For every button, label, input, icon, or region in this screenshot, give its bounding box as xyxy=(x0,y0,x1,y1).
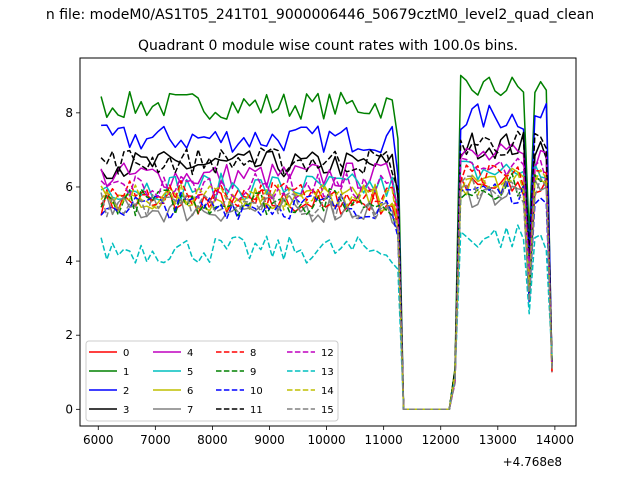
x-tick-label: 11000 xyxy=(365,433,403,447)
x-tick-label: 9000 xyxy=(254,433,285,447)
legend-label-4: 4 xyxy=(187,348,193,359)
y-axis: 0 2 4 6 8 xyxy=(65,106,80,416)
y-tick-label: 0 xyxy=(65,402,73,416)
legend-label-2: 2 xyxy=(123,386,129,397)
legend-label-0: 0 xyxy=(123,348,129,359)
legend-frame xyxy=(85,340,339,422)
series-line-10 xyxy=(100,179,553,411)
figure-suptitle: n file: modeM0/AS1T05_241T01_9000006446_… xyxy=(46,7,594,23)
legend-label-10: 10 xyxy=(250,386,263,397)
y-tick-label: 6 xyxy=(65,180,73,194)
legend-label-12: 12 xyxy=(321,348,334,359)
legend-label-9: 9 xyxy=(250,367,256,378)
series-line-15 xyxy=(100,175,553,411)
series-line-12 xyxy=(100,157,553,411)
series-layer xyxy=(100,74,553,411)
legend-label-8: 8 xyxy=(250,348,256,359)
x-tick-label: 12000 xyxy=(422,433,460,447)
x-offset-label: +4.768e8 xyxy=(503,455,562,469)
series-line-2 xyxy=(101,102,553,411)
x-tick-label: 7000 xyxy=(140,433,171,447)
series-line-4 xyxy=(100,143,553,411)
legend-label-6: 6 xyxy=(187,386,193,397)
legend-label-3: 3 xyxy=(123,405,129,416)
y-tick-label: 2 xyxy=(65,328,73,342)
x-axis: 6000 7000 8000 9000 10000 11000 12000 13000 1400… xyxy=(83,426,574,447)
legend-label-5: 5 xyxy=(187,367,193,378)
series-line-14 xyxy=(100,169,553,411)
y-tick-label: 4 xyxy=(65,254,73,268)
x-tick-label: 10000 xyxy=(307,433,345,447)
plot-frame xyxy=(79,57,577,427)
chart-title: Quadrant 0 module wise count rates with … xyxy=(138,38,518,54)
legend-label-13: 13 xyxy=(321,367,334,378)
series-line-5 xyxy=(100,160,553,411)
legend-label-1: 1 xyxy=(123,367,129,378)
legend-label-11: 11 xyxy=(250,405,263,416)
series-line-13 xyxy=(100,224,553,411)
x-tick-label: 8000 xyxy=(197,433,228,447)
series-line-11 xyxy=(100,130,553,411)
series-line-1 xyxy=(100,74,553,411)
y-tick-label: 8 xyxy=(65,106,73,120)
series-line-8 xyxy=(100,164,553,411)
x-tick-label: 13000 xyxy=(479,433,517,447)
legend-label-7: 7 xyxy=(187,405,193,416)
x-tick-label: 6000 xyxy=(83,433,114,447)
legend-label-14: 14 xyxy=(321,386,334,397)
x-tick-label: 14000 xyxy=(536,433,574,447)
legend-label-15: 15 xyxy=(321,405,334,416)
